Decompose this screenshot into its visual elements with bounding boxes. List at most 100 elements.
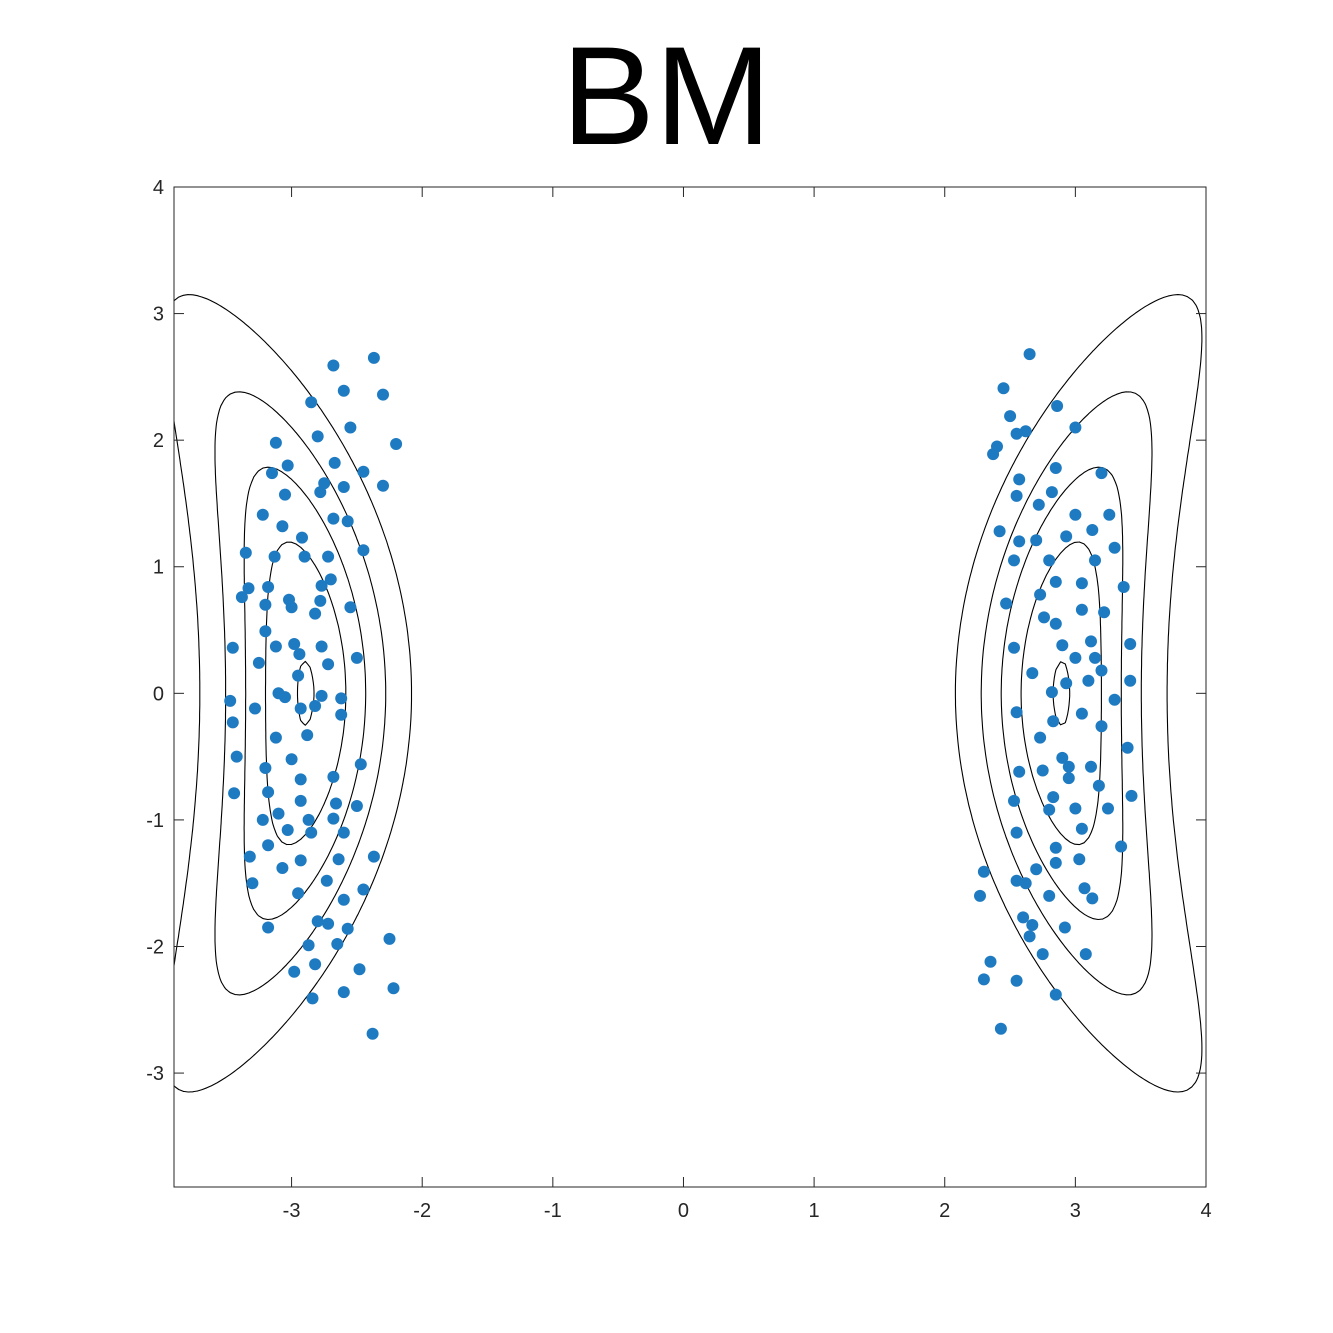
- data-point: [1121, 741, 1134, 754]
- data-point: [1010, 974, 1023, 987]
- data-point: [302, 939, 315, 952]
- data-point: [1030, 534, 1043, 547]
- data-point: [987, 448, 1000, 461]
- data-point: [322, 658, 335, 671]
- data-point: [1049, 856, 1062, 869]
- data-point: [239, 546, 252, 559]
- contour-level: [173, 294, 1203, 1093]
- data-point: [350, 651, 363, 664]
- data-point: [1069, 421, 1082, 434]
- data-point: [1069, 651, 1082, 664]
- data-point: [994, 1022, 1007, 1035]
- data-point: [1023, 348, 1036, 361]
- data-point: [1075, 822, 1088, 835]
- data-point: [285, 753, 298, 766]
- data-point: [228, 787, 241, 800]
- data-point: [1108, 693, 1121, 706]
- data-point: [262, 786, 275, 799]
- data-point: [302, 813, 315, 826]
- data-point: [1032, 498, 1045, 511]
- data-point: [335, 708, 348, 721]
- data-point: [1079, 948, 1092, 961]
- data-point: [383, 932, 396, 945]
- data-point: [344, 421, 357, 434]
- x-tick-label: 3: [1070, 1200, 1081, 1222]
- y-axis-ticks: -3 -2 -1 0 1 2 3 4: [146, 177, 1206, 1085]
- data-point: [1075, 577, 1088, 590]
- data-point: [314, 594, 327, 607]
- data-point: [390, 438, 403, 450]
- plot-frame: [173, 186, 1207, 1188]
- data-point: [311, 430, 324, 443]
- contour-level: [264, 541, 1102, 846]
- y-tick-label: -1: [146, 810, 164, 832]
- data-point: [306, 992, 319, 1005]
- data-point: [1124, 638, 1137, 650]
- data-point: [1047, 715, 1060, 728]
- data-point: [337, 826, 350, 839]
- data-point: [1086, 892, 1099, 905]
- data-point: [1069, 802, 1082, 815]
- y-tick-label: -2: [146, 936, 164, 958]
- data-point: [1034, 731, 1047, 744]
- data-point: [1010, 427, 1023, 440]
- data-point: [1043, 554, 1056, 567]
- data-point: [224, 694, 237, 707]
- data-point: [269, 436, 282, 449]
- data-point: [315, 640, 328, 653]
- y-tick-label: 3: [153, 304, 164, 326]
- data-point: [262, 839, 275, 852]
- y-tick-label: -3: [146, 1063, 164, 1085]
- x-axis-ticks: -3 -2 -1 0 1 2 3 4: [283, 187, 1212, 1222]
- data-point: [387, 982, 400, 995]
- data-point: [320, 874, 333, 887]
- data-point: [327, 359, 340, 372]
- data-point: [337, 893, 350, 906]
- x-tick-label: 4: [1200, 1200, 1211, 1222]
- data-point: [1092, 779, 1105, 792]
- data-point: [337, 481, 350, 493]
- data-point: [293, 648, 306, 661]
- data-point: [226, 716, 239, 729]
- x-tick-label: -3: [283, 1200, 301, 1222]
- data-point: [1095, 467, 1108, 480]
- data-point: [977, 865, 990, 878]
- data-point: [357, 544, 370, 557]
- x-tick-label: 2: [939, 1200, 950, 1222]
- data-point: [269, 731, 282, 744]
- data-point: [230, 750, 243, 763]
- data-point: [1102, 802, 1114, 815]
- x-tick-label: 0: [678, 1200, 689, 1222]
- data-point: [1062, 760, 1075, 773]
- data-point: [252, 656, 265, 669]
- data-point: [314, 486, 327, 499]
- data-point: [1036, 948, 1049, 961]
- data-point: [309, 958, 322, 971]
- data-point: [1073, 853, 1086, 866]
- y-tick-label: 0: [153, 683, 164, 705]
- plot-axes: [173, 186, 1207, 1188]
- data-point: [1008, 794, 1020, 807]
- x-tick-label: -1: [544, 1200, 562, 1222]
- chart-title: BM: [561, 17, 772, 174]
- data-point: [1043, 803, 1056, 816]
- data-point: [357, 465, 370, 478]
- data-point: [367, 351, 380, 364]
- data-point: [285, 601, 298, 614]
- data-point: [1058, 921, 1071, 934]
- data-point: [1089, 554, 1101, 567]
- contour-level: [296, 660, 1071, 726]
- data-point: [1049, 575, 1062, 588]
- data-point: [350, 800, 363, 812]
- data-point: [294, 773, 307, 786]
- data-point: [1086, 524, 1099, 536]
- data-point: [327, 770, 340, 783]
- data-point: [242, 582, 255, 595]
- data-point: [315, 689, 328, 702]
- data-point: [327, 812, 340, 825]
- data-point: [341, 922, 354, 935]
- data-point: [1026, 919, 1039, 931]
- data-point: [1049, 462, 1062, 474]
- data-point: [276, 862, 289, 874]
- data-point: [337, 384, 350, 397]
